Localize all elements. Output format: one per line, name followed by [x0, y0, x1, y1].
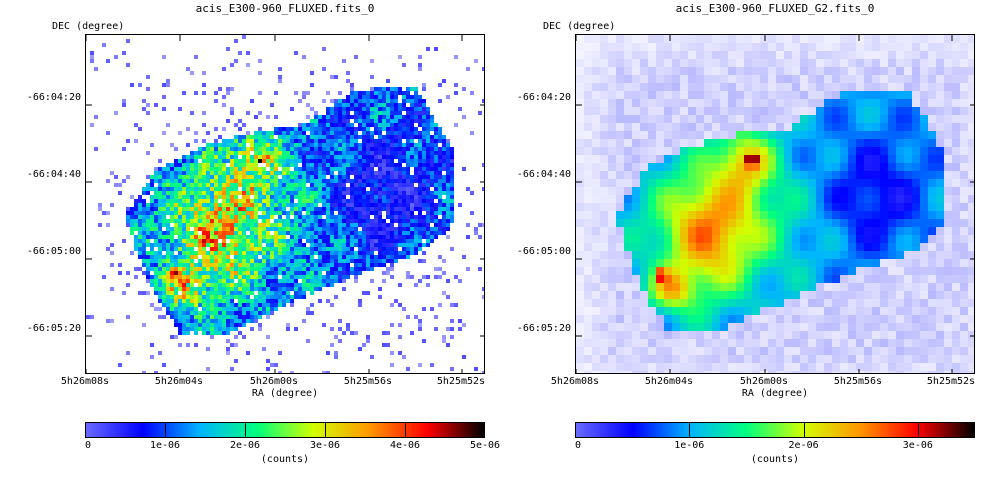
colorbar-tick-label: 1e-06	[149, 440, 181, 451]
x-tick-label: 5h26m08s	[550, 376, 600, 387]
y-tick-label: -66:05:20	[26, 323, 81, 334]
x-tick-label: 5h25m56s	[343, 376, 393, 387]
colorbar	[85, 422, 485, 438]
image-frame[interactable]	[85, 34, 485, 374]
x-axis-label: RA (degree)	[251, 388, 319, 399]
colorbar-tick-label: 1e-06	[674, 440, 705, 451]
y-tick-label: -66:05:00	[26, 246, 81, 257]
y-tick-label: -66:05:00	[516, 246, 571, 257]
x-tick-label: 5h25m56s	[833, 376, 883, 387]
image-frame[interactable]	[575, 34, 975, 374]
colorbar-tick-label: 0	[84, 440, 92, 451]
colorbar-tick-label: 0	[574, 440, 582, 451]
x-axis-label: RA (degree)	[741, 388, 809, 399]
colorbar	[575, 422, 975, 438]
colorbar-tick-label: 2e-06	[788, 440, 819, 451]
colorbar-label: (counts)	[750, 454, 800, 465]
x-tick-label: 5h25m52s	[926, 376, 976, 387]
panel-title: acis_E300-960_FLUXED.fits_0	[195, 2, 375, 15]
colorbar-tick-mark	[245, 422, 246, 438]
y-tick-label: -66:05:20	[516, 323, 571, 334]
y-axis-label: DEC (degree)	[52, 21, 125, 32]
colorbar-tick-mark	[325, 422, 326, 438]
y-tick-label: -66:04:40	[516, 169, 571, 180]
y-tick-label: -66:04:20	[26, 92, 81, 103]
y-axis-label: DEC (degree)	[543, 21, 616, 32]
colorbar-tick-label: 2e-06	[229, 440, 261, 451]
colorbar-tick-mark	[165, 422, 166, 438]
x-tick-label: 5h26m08s	[60, 376, 110, 387]
x-tick-label: 5h26m00s	[739, 376, 789, 387]
colorbar-tick-mark	[917, 422, 919, 438]
colorbar-tick-label: 3e-06	[902, 440, 933, 451]
heatmap-image	[576, 35, 974, 373]
colorbar-label: (counts)	[260, 454, 310, 465]
colorbar-tick-label: 3e-06	[309, 440, 341, 451]
colorbar-tick-mark	[689, 422, 691, 438]
colorbar-tick-mark	[405, 422, 406, 438]
x-tick-label: 5h25m52s	[436, 376, 486, 387]
x-tick-label: 5h26m00s	[249, 376, 299, 387]
colorbar-tick-label: 5e-06	[469, 440, 501, 451]
x-tick-label: 5h26m04s	[154, 376, 204, 387]
colorbar-tick-mark	[803, 422, 805, 438]
x-tick-label: 5h26m04s	[644, 376, 694, 387]
y-tick-label: -66:04:40	[26, 169, 81, 180]
heatmap-image	[86, 35, 484, 373]
panel-title: acis_E300-960_FLUXED_G2.fits_0	[675, 2, 875, 15]
colorbar-tick-label: 4e-06	[389, 440, 421, 451]
y-tick-label: -66:04:20	[516, 92, 571, 103]
